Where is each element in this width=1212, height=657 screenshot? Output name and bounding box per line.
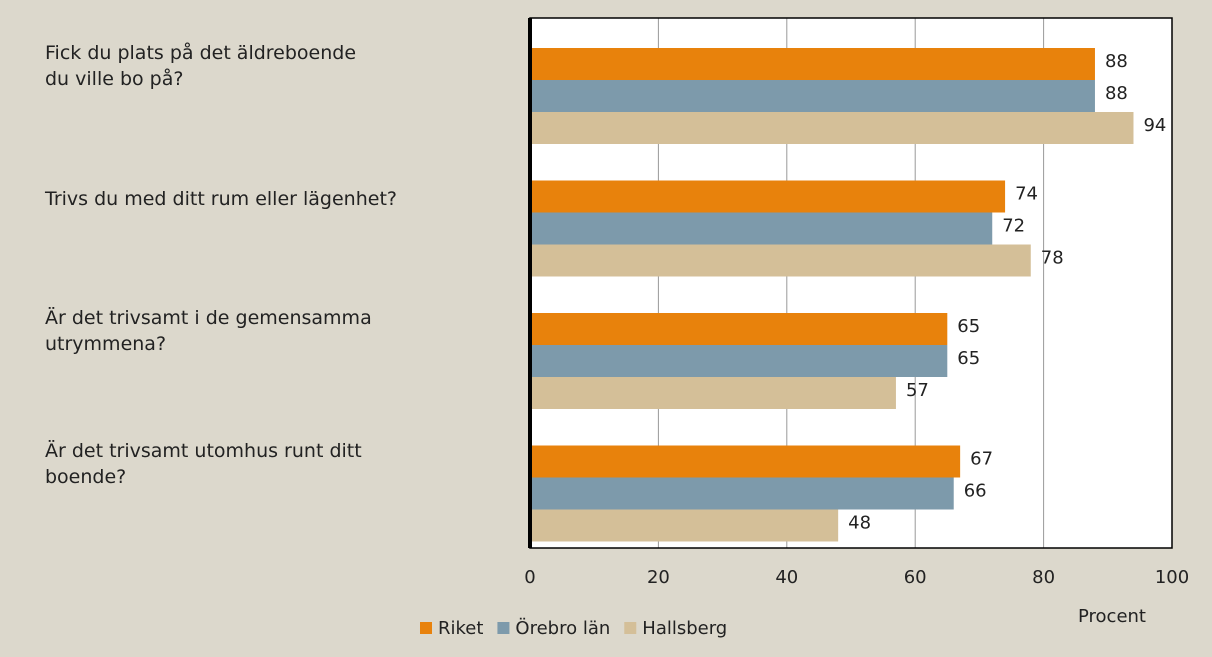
legend-swatch: [420, 622, 432, 634]
value-label: 78: [1041, 248, 1064, 269]
value-label: 67: [970, 449, 993, 470]
category-label: Är det trivsamt i de gemensamma utrymmen…: [45, 307, 372, 355]
value-label: 72: [1002, 216, 1025, 237]
category-label: Fick du plats på det äldreboende du vill…: [45, 42, 357, 90]
legend-label: Örebro län: [515, 617, 610, 639]
bar: [530, 80, 1095, 112]
bar: [530, 212, 993, 245]
category-label: Trivs du med ditt rum eller lägenhet?: [45, 187, 397, 210]
bar: [530, 112, 1134, 144]
value-label: 88: [1105, 51, 1128, 72]
bar: [530, 345, 948, 377]
legend-swatch: [497, 622, 510, 634]
bar: [530, 313, 948, 345]
x-tick-label: 40: [775, 567, 798, 588]
bar: [530, 48, 1095, 80]
value-label: 66: [964, 481, 987, 502]
value-label: 88: [1105, 83, 1128, 104]
x-tick-label: 80: [1032, 567, 1055, 588]
bar: [530, 244, 1031, 277]
bar: [530, 180, 1006, 213]
value-label: 94: [1143, 115, 1166, 136]
bar: [530, 445, 961, 478]
value-label: 65: [957, 316, 980, 337]
value-label: 65: [957, 348, 980, 369]
x-tick-label: 20: [647, 567, 670, 588]
value-label: 57: [906, 380, 929, 401]
legend-label: Hallsberg: [642, 618, 727, 639]
bar: [530, 377, 896, 409]
x-tick-label: 100: [1155, 567, 1189, 588]
legend-swatch: [624, 622, 637, 634]
legend-label: Riket: [438, 618, 483, 639]
bar: [530, 477, 954, 510]
bar: [530, 509, 839, 542]
x-tick-label: 0: [524, 567, 535, 588]
category-label: Är det trivsamt utomhus runt ditt boende…: [45, 439, 362, 488]
value-label: 74: [1015, 184, 1038, 205]
x-tick-label: 60: [904, 567, 927, 588]
x-axis-label: Procent: [1078, 606, 1146, 627]
value-label: 48: [848, 513, 871, 534]
